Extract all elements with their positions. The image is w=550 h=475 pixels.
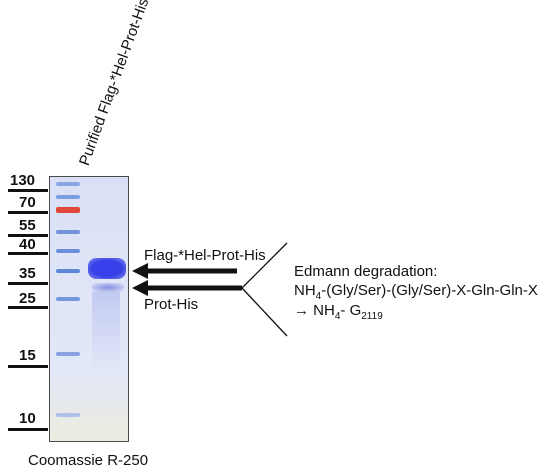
ladder-band-15 [56, 352, 80, 356]
ladder-band-35 [56, 269, 80, 273]
ladder-band-25 [56, 297, 80, 301]
ladder-band-100 [56, 195, 80, 199]
stain-caption: Coomassie R-250 [28, 452, 149, 469]
marker-tick-35 [8, 282, 48, 285]
ladder-band-10 [56, 413, 80, 417]
bracket-line-lower [241, 287, 288, 337]
edman-res-sub1: 4 [334, 311, 341, 322]
arrow-upper-head [132, 263, 148, 279]
ladder-band-55 [56, 230, 80, 234]
marker-tick-70 [8, 211, 48, 214]
marker-label-40: 40 [19, 236, 36, 253]
marker-label-55: 55 [19, 217, 36, 234]
arrow-lower-head [132, 280, 148, 296]
edman-result: → NH4- G2119 [294, 302, 383, 322]
marker-label-70: 70 [19, 194, 36, 211]
gel-image [49, 176, 129, 442]
edman-res-mid: - G [340, 302, 362, 319]
bracket-line-upper [241, 242, 288, 289]
edman-seq-rest: -(Gly/Ser)-(Gly/Ser)-X-Gln-Gln-X [321, 282, 538, 299]
edman-seq-prefix: NH [294, 282, 316, 299]
edman-res-prefix: NH [309, 302, 335, 319]
sample-band-lower [92, 283, 124, 292]
ladder-band-40 [56, 249, 80, 253]
edman-title: Edmann degradation: [294, 263, 438, 280]
marker-tick-130 [8, 189, 48, 192]
band-label-lower: Prot-His [144, 296, 199, 313]
edman-res-sub2: 2119 [361, 311, 383, 322]
marker-label-10: 10 [19, 410, 36, 427]
edman-arrow: → [294, 302, 309, 319]
band-label-upper: Flag-*Hel-Prot-His [144, 247, 266, 264]
sample-band-main [88, 258, 126, 279]
marker-tick-55 [8, 234, 48, 237]
marker-tick-40 [8, 252, 48, 255]
marker-tick-15 [8, 365, 48, 368]
marker-tick-10 [8, 428, 48, 431]
marker-label-25: 25 [19, 290, 36, 307]
sample-smear [92, 292, 120, 372]
ladder-band-130 [56, 182, 80, 186]
marker-label-15: 15 [19, 347, 36, 364]
marker-label-130: 130 [10, 172, 36, 189]
ladder-band-70 [56, 207, 80, 213]
edman-seq-sub: 4 [315, 291, 322, 302]
marker-tick-25 [8, 306, 48, 309]
edman-sequence: NH4-(Gly/Ser)-(Gly/Ser)-X-Gln-Gln-X [294, 282, 538, 302]
marker-label-35: 35 [19, 265, 36, 282]
